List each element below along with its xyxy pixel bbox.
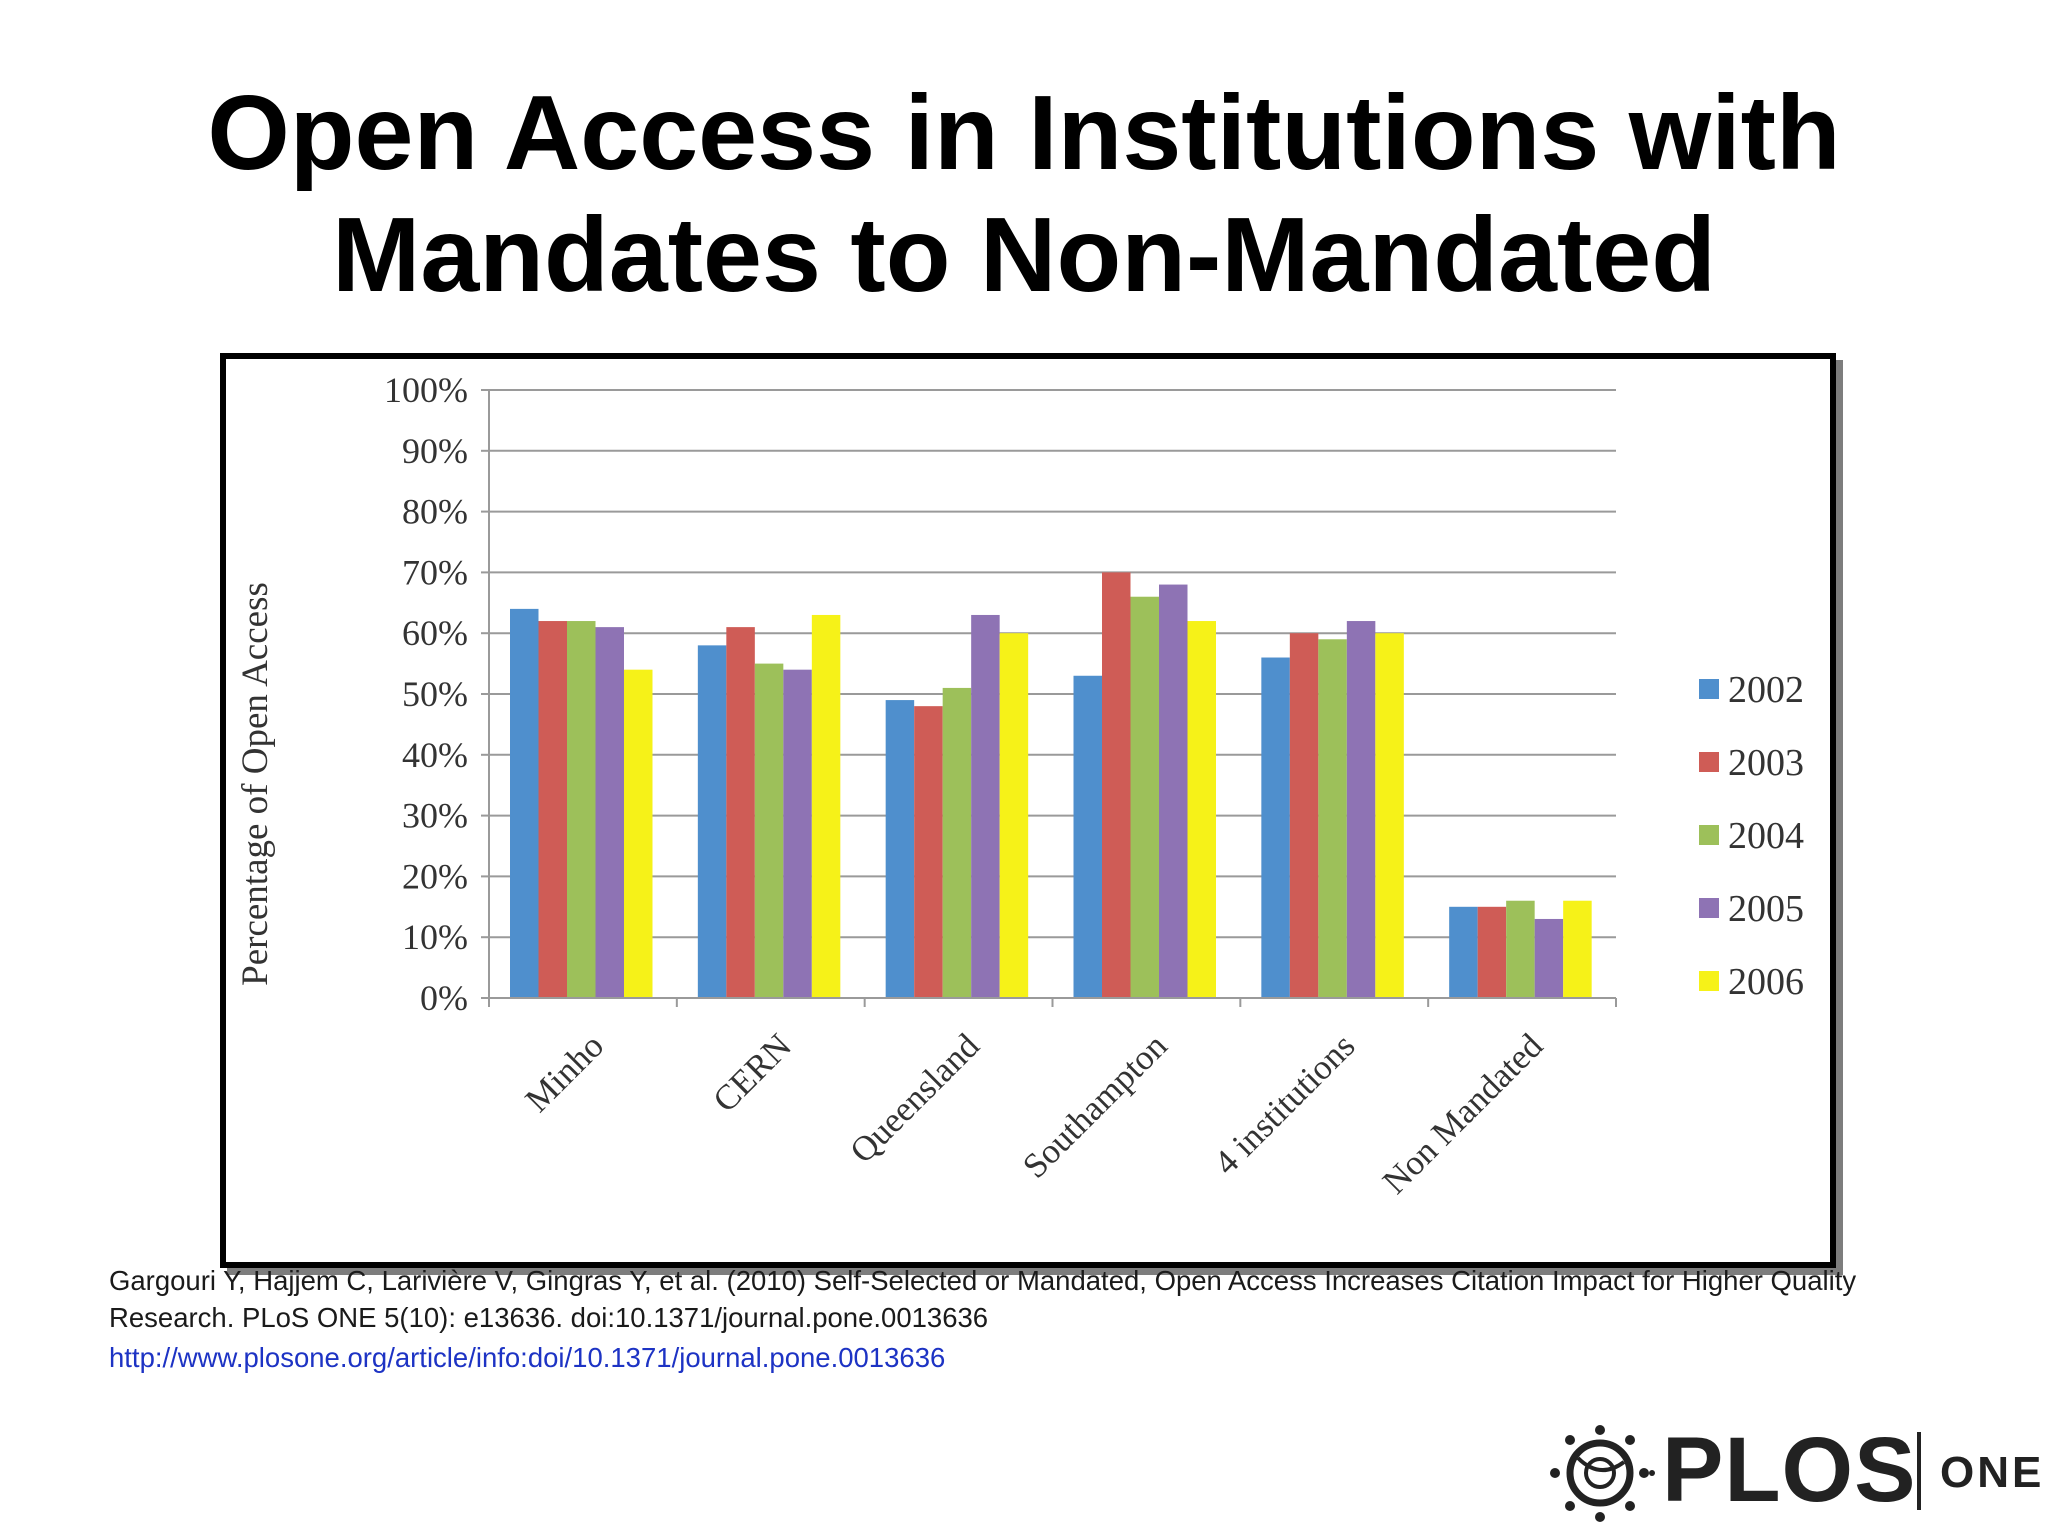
legend-label: 2003 [1728, 742, 1804, 784]
x-tick-label: Southampton [1015, 1026, 1175, 1186]
bar-2002 [885, 700, 915, 998]
bar-2006 [624, 669, 653, 998]
y-tick-label: 70% [402, 552, 468, 592]
bar-2003 [538, 621, 567, 998]
x-tick-label: CERN [705, 1026, 799, 1120]
bar-2006 [1375, 633, 1404, 998]
slide-title-line-2: Mandates to Non-Mandated [332, 196, 1716, 314]
legend-label: 2006 [1728, 961, 1804, 1003]
chart-frame: 0% 10% 20% 30% 40% 50% 60% 70% 80% 90% 100% Minho C… [220, 353, 1836, 1268]
bar-2006 [811, 614, 841, 998]
plos-emblem-icon [1550, 1425, 1655, 1522]
bar-2005 [783, 669, 812, 998]
bar-2006 [1563, 900, 1592, 998]
plos-wordmark: PLOS [1662, 1419, 1917, 1521]
bar-2006 [999, 633, 1029, 998]
bar-2005 [1534, 918, 1564, 998]
y-tick-label: 0% [420, 978, 468, 1018]
x-tick-labels: Minho CERN Queensland Southampton 4 institut… [518, 1026, 1551, 1202]
bar-2003 [1102, 572, 1131, 998]
slide-title: Open Access in Institutions with Mandate… [0, 72, 2048, 316]
x-tick-label: Non Mandated [1375, 1026, 1551, 1202]
x-tick-label: Minho [518, 1026, 612, 1120]
bar-2005 [1346, 621, 1376, 998]
bars [510, 572, 1592, 998]
y-tick-label: 60% [402, 613, 468, 653]
plos-one-wordmark: ONE [1940, 1448, 2045, 1497]
bar-2005 [595, 627, 624, 998]
axes [481, 389, 1617, 1007]
slide-title-line-1: Open Access in Institutions with [207, 74, 1841, 192]
y-tick-label: 100% [384, 370, 468, 410]
bar-2006 [1187, 621, 1216, 998]
citation-link[interactable]: http://www.plosone.org/article/info:doi/… [109, 1342, 946, 1373]
legend-swatch-2003 [1699, 752, 1719, 772]
x-tick-label: Queensland [842, 1026, 987, 1171]
bar-2004 [1130, 596, 1159, 998]
y-tick-label: 90% [402, 431, 468, 471]
bar-2005 [971, 614, 1000, 998]
bar-2002 [1261, 657, 1290, 998]
y-tick-labels: 0% 10% 20% 30% 40% 50% 60% 70% 80% 90% 100% [384, 370, 468, 1018]
bar-2004 [754, 663, 784, 998]
bar-2002 [697, 645, 727, 998]
legend-swatch-2006 [1699, 971, 1719, 991]
y-tick-label: 30% [402, 796, 468, 836]
bar-2004 [567, 621, 596, 998]
bar-2002 [1449, 906, 1478, 998]
legend-swatch-2002 [1699, 679, 1719, 699]
legend-label: 2002 [1728, 669, 1804, 711]
y-tick-label: 80% [402, 492, 468, 532]
bar-2004 [1506, 900, 1535, 998]
x-tick-label: 4 institutions [1206, 1026, 1362, 1182]
gridlines [489, 389, 1616, 939]
plos-logo: PLOS ONE [1540, 1418, 2041, 1528]
legend-label: 2005 [1728, 888, 1804, 930]
y-tick-label: 40% [402, 735, 468, 775]
bar-2004 [1318, 639, 1347, 998]
bar-2003 [726, 627, 755, 998]
bar-2005 [1159, 584, 1188, 998]
bar-2004 [942, 687, 972, 998]
logo-divider [1917, 1432, 1921, 1510]
y-tick-label: 20% [402, 856, 468, 896]
bar-chart: 0% 10% 20% 30% 40% 50% 60% 70% 80% 90% 100% Minho C… [235, 370, 1804, 1202]
bar-2002 [510, 608, 539, 998]
legend-swatch-2005 [1699, 898, 1719, 918]
y-tick-label: 10% [402, 917, 468, 957]
y-axis-title: Percentage of Open Access [235, 582, 276, 986]
citation-text: Gargouri Y, Hajjem C, Larivière V, Gingr… [109, 1265, 1857, 1333]
y-tick-label: 50% [402, 674, 468, 714]
legend-swatch-2004 [1699, 825, 1719, 845]
bar-2002 [1073, 675, 1102, 998]
bar-2003 [1477, 906, 1507, 998]
legend: 2002 2003 2004 2005 2006 [1699, 669, 1804, 1003]
bar-2003 [914, 706, 943, 998]
legend-label: 2004 [1728, 815, 1804, 857]
bar-2003 [1289, 633, 1319, 998]
